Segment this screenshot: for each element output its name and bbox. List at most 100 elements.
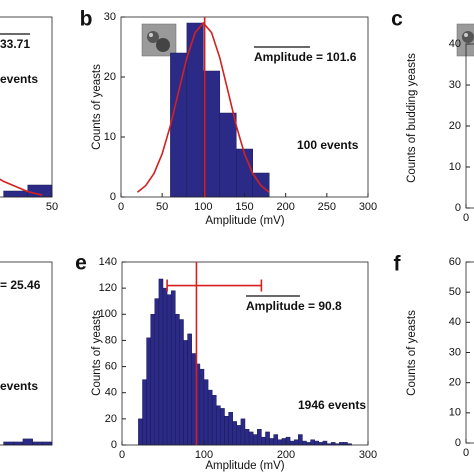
y-tick-label: 100 [99, 308, 117, 320]
y-tick-label: 40 [105, 387, 117, 399]
bar [302, 440, 307, 446]
y-axis-label: Counts of yeasts [91, 310, 103, 396]
bar [277, 439, 283, 446]
annotation: 100 events [297, 138, 359, 152]
bar [261, 436, 266, 446]
x-tick-label: 300 [359, 201, 377, 213]
cell-inset [141, 23, 177, 57]
y-tick-label: 20 [104, 71, 116, 83]
bar [154, 298, 160, 446]
y-axis-label: Counts of yeasts [406, 310, 418, 396]
bar [293, 439, 299, 446]
bar [203, 379, 209, 446]
bar [216, 405, 221, 446]
x-tick-label: 0 [463, 212, 469, 224]
x-tick-label: 0 [119, 449, 125, 461]
fit-curve [136, 21, 270, 193]
y-tick-label: 0 [111, 439, 117, 451]
y-tick-label: 60 [449, 256, 461, 268]
y-tick-label: 140 [99, 256, 117, 268]
bar [310, 439, 315, 446]
x-tick-label: 50 [156, 201, 168, 213]
annotation: events [0, 72, 38, 86]
bar [236, 148, 253, 198]
y-tick-label: 80 [105, 334, 117, 346]
annotation: Amplitude = 101.6 [254, 50, 357, 64]
bar [183, 340, 188, 446]
bar [203, 70, 221, 198]
bar [138, 418, 143, 446]
bar [3, 190, 29, 198]
y-axis-label: Counts of yeasts [91, 64, 103, 150]
y-tick-label: 10 [104, 131, 116, 143]
bar [265, 431, 270, 446]
y-tick-label: 10 [449, 161, 461, 173]
x-axis-label: Amplitude (mV) [205, 460, 284, 472]
y-tick-label: 0 [110, 191, 116, 203]
bar [236, 425, 242, 446]
bar [187, 333, 192, 446]
y-tick-label: 60 [105, 360, 117, 372]
axes-frame [0, 16, 53, 198]
axes-frame [121, 261, 369, 446]
y-tick-label: 0 [455, 437, 461, 449]
x-tick-label: 250 [318, 201, 336, 213]
bar [150, 314, 156, 446]
bar [199, 368, 205, 446]
y-tick-label: 50 [449, 286, 461, 298]
bar [207, 389, 213, 446]
annotation: events [0, 379, 38, 393]
annotation: 1946 events [298, 398, 366, 412]
x-tick-label: 100 [194, 201, 212, 213]
bar [252, 434, 258, 446]
y-tick-label: 20 [449, 377, 461, 389]
annotation: = 25.46 [0, 278, 41, 292]
x-tick-label: 200 [277, 449, 295, 461]
y-tick-label: 40 [449, 38, 461, 50]
bar [211, 395, 217, 446]
bar [232, 421, 238, 446]
y-tick-label: 120 [99, 282, 117, 294]
y-tick-label: 30 [449, 79, 461, 91]
y-tick-label: 30 [104, 11, 116, 23]
bar [224, 415, 229, 446]
bar [179, 319, 184, 446]
bar [42, 441, 53, 446]
bar [298, 434, 303, 446]
x-tick-label: 300 [359, 449, 377, 461]
y-tick-label: 20 [105, 413, 117, 425]
bar [269, 438, 274, 446]
bar [158, 278, 164, 446]
panel-letter: b [80, 8, 93, 31]
bar [13, 441, 24, 446]
panel-letter: e [75, 252, 87, 275]
bar [3, 441, 14, 446]
annotation: Amplitude = 90.8 [246, 299, 342, 313]
axes-frame [0, 261, 53, 446]
y-tick-label: 40 [449, 316, 461, 328]
bar [191, 353, 197, 446]
x-tick-label: 50 [46, 201, 58, 213]
bar [170, 52, 188, 198]
x-tick-label: 0 [118, 201, 124, 213]
y-axis-label: Counts of budding yeasts [406, 53, 418, 183]
bar [257, 429, 262, 446]
bar [228, 412, 233, 446]
y-tick-label: 20 [449, 120, 461, 132]
bar [314, 440, 320, 446]
bar [162, 287, 168, 446]
cell-inset [456, 23, 474, 57]
bar [248, 431, 254, 446]
x-tick-label: 200 [276, 201, 294, 213]
bar [175, 314, 180, 446]
bar [240, 418, 246, 446]
fit-curve [0, 178, 43, 196]
bar [244, 429, 250, 446]
bar [22, 438, 33, 446]
bar [281, 438, 287, 446]
x-tick-label: 0 [463, 447, 469, 459]
panel-letter: c [391, 8, 403, 31]
y-tick-label: 10 [449, 407, 461, 419]
